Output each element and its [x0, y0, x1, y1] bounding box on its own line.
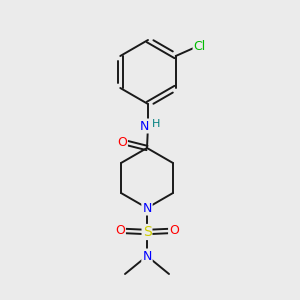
Text: Cl: Cl [194, 40, 206, 53]
Text: S: S [142, 225, 152, 239]
Text: O: O [115, 224, 125, 238]
Text: O: O [169, 224, 179, 238]
Text: H: H [152, 119, 160, 129]
Text: N: N [142, 202, 152, 214]
Text: O: O [117, 136, 127, 149]
Text: N: N [139, 119, 149, 133]
Text: N: N [142, 250, 152, 262]
